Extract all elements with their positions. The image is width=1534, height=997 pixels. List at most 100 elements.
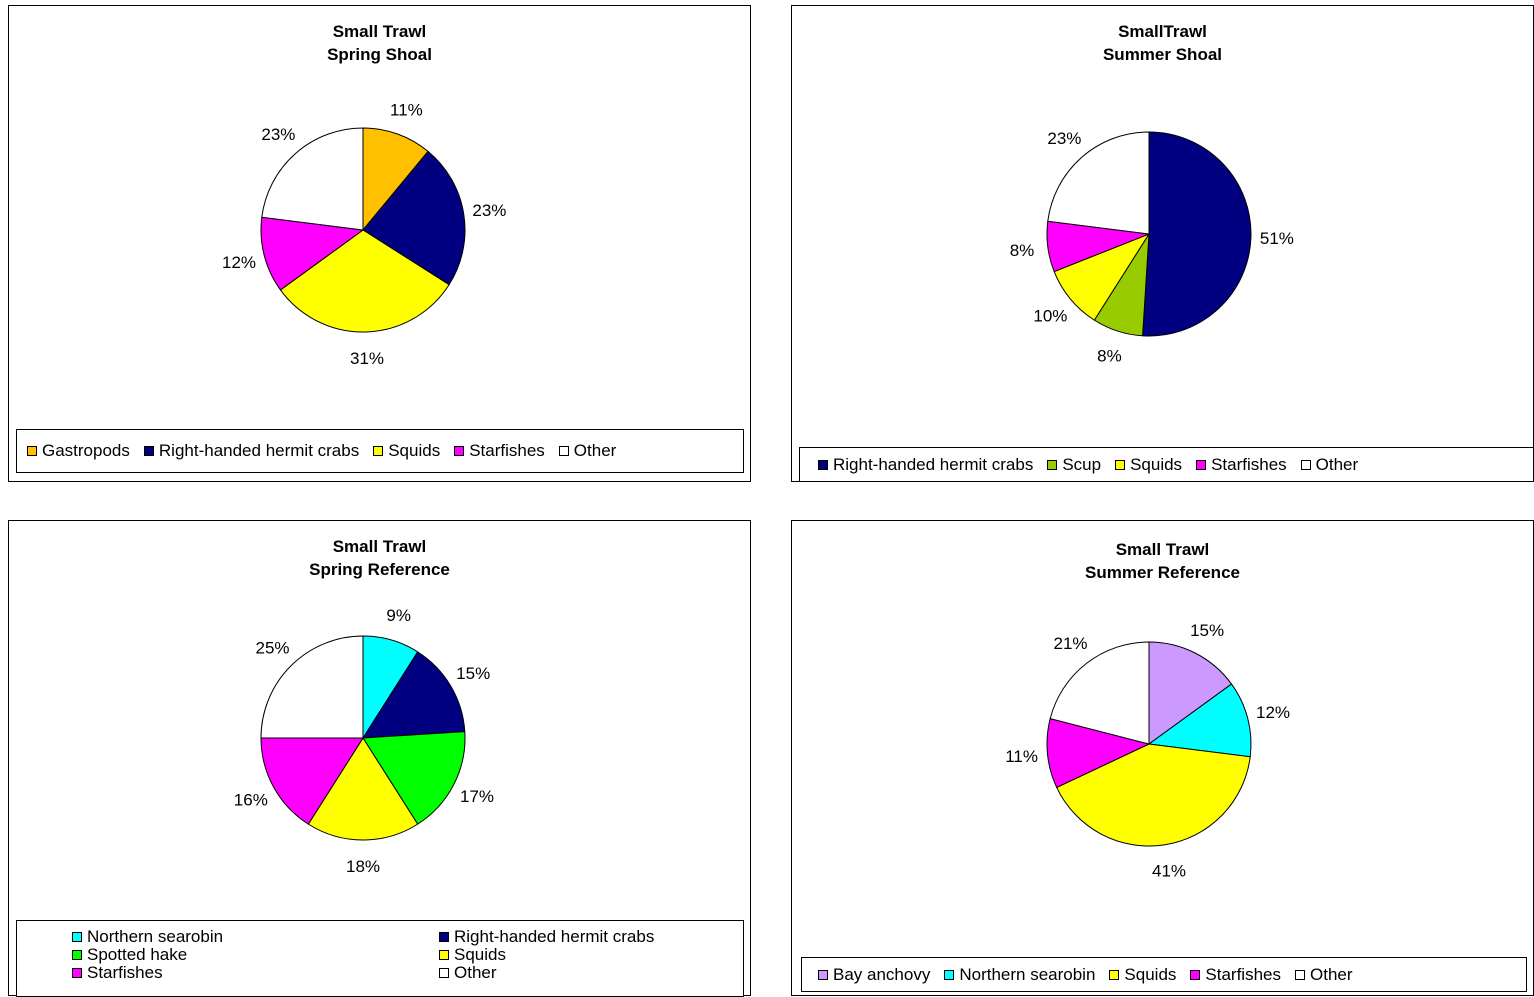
pie-slice-spotted-hake [362, 731, 466, 825]
legend-label: Squids [454, 945, 506, 964]
pie-chart: 11% 23% 31% 12% 23% [222, 101, 506, 368]
legend-swatch [558, 446, 569, 456]
legend-item-bay-anchovy: Bay anchovy [818, 965, 930, 985]
legend-label: Northern searobin [959, 964, 1096, 984]
legend-item-northern-searobin: Northern searobin [72, 928, 439, 946]
legend-item-squids: Squids [1115, 455, 1182, 475]
legend-label: Squids [388, 441, 441, 460]
legend-swatch [1109, 969, 1120, 980]
pie-slice-squids [307, 737, 419, 841]
legend-item-spotted-hake: Spotted hake [72, 946, 439, 964]
legend-item-scup: Scup [1047, 455, 1101, 475]
chart-title: Small Trawl Summer Reference [792, 538, 1533, 584]
legend-swatch [72, 968, 82, 978]
legend-swatch [1300, 459, 1311, 470]
legend-swatch [1196, 459, 1207, 470]
chart-panel-summer-shoal: SmallTrawl Summer Shoal 51% 8% 10% 8% 23% Ri… [791, 5, 1534, 482]
data-label-spotted-hake: 17% [460, 787, 494, 806]
legend-item-starfishes: Starfishes [1196, 455, 1287, 475]
legend-swatch [818, 459, 828, 470]
chart-legend: Bay anchovy Northern searobin Squids Starfi… [801, 957, 1527, 992]
chart-title-line-2: Summer Reference [1085, 563, 1240, 582]
legend-label: Other [1310, 964, 1353, 984]
data-label-northern-searobin: 9% [386, 606, 411, 625]
legend-swatch [1190, 969, 1201, 980]
legend-label: Starfishes [87, 963, 163, 982]
legend-swatch [439, 968, 449, 978]
legend-swatch [1115, 459, 1126, 470]
chart-title-line-2: Spring Reference [309, 560, 450, 579]
pie-slice-starfishes [260, 216, 365, 291]
legend-item-northern-searobin: Northern searobin [944, 965, 1095, 985]
legend-item-right-handed-hermit-crabs: Right-handed hermit crabs [143, 441, 360, 461]
legend-item-right-handed-hermit-crabs: Right-handed hermit crabs [818, 455, 1033, 475]
chart-title-line-2: Spring Shoal [327, 45, 432, 64]
data-label-starfishes: 11% [1005, 747, 1038, 766]
chart-title: SmallTrawl Summer Shoal [792, 20, 1533, 66]
pie-slice-gastropods [362, 127, 429, 232]
data-label-other: 25% [255, 639, 289, 658]
legend-label: Squids [1124, 964, 1177, 984]
pie-slice-right-handed-hermit-crabs [362, 150, 466, 286]
data-label-right-handed-hermit-crabs: 23% [472, 201, 506, 220]
data-label-squids: 10% [1033, 307, 1067, 326]
legend-label: Right-handed hermit crabs [833, 454, 1034, 474]
legend-swatch [818, 969, 828, 980]
data-label-other: 21% [1053, 634, 1087, 653]
pie-slice-other [1047, 131, 1150, 235]
data-label-starfishes: 12% [222, 253, 256, 272]
chart-legend: Gastropods Right-handed hermit crabs Squid… [16, 429, 744, 473]
legend-label: Bay anchovy [833, 964, 931, 984]
chart-panel-spring-reference: Small Trawl Spring Reference 9% 15% 17% 18%… [8, 520, 751, 997]
chart-title-line-2: Summer Shoal [1102, 45, 1223, 64]
pie-chart: 51% 8% 10% 8% 23% [1010, 129, 1294, 366]
pie-slice-northern-searobin [1147, 683, 1252, 758]
legend-label: Spotted hake [87, 945, 188, 964]
legend-swatch [1047, 459, 1058, 470]
legend-swatch [1295, 969, 1305, 980]
legend-label: Gastropods [42, 441, 130, 460]
legend-swatch [439, 950, 449, 960]
legend-swatch [143, 446, 154, 456]
pie-slice-right-handed-hermit-crabs [1142, 131, 1252, 337]
legend-item-gastropods: Gastropods [27, 441, 130, 461]
legend-label: Right-handed hermit crabs [158, 441, 360, 460]
legend-label: Starfishes [1211, 454, 1287, 474]
legend-item-squids: Squids [1109, 965, 1176, 985]
legend-label: Other [1315, 454, 1359, 474]
chart-title-line-1: Small Trawl [332, 537, 427, 556]
legend-item-other: Other [439, 964, 739, 982]
legend-swatch [27, 446, 37, 456]
pie-slice-squids [279, 229, 450, 333]
chart-title-line-1: Small Trawl [1115, 540, 1210, 559]
legend-item-starfishes: Starfishes [72, 964, 439, 982]
pie-slice-bay-anchovy [1148, 641, 1233, 745]
legend-swatch [454, 446, 465, 456]
pie-slice-other [260, 635, 364, 739]
data-label-scup: 8% [1097, 347, 1122, 366]
pie-slice-starfishes [1046, 718, 1151, 789]
legend-label: Starfishes [1205, 964, 1281, 984]
chart-legend: Northern searobin Right-handed hermit cra… [16, 920, 744, 997]
legend-swatch [72, 950, 82, 960]
chart-title: Small Trawl Spring Reference [9, 535, 750, 581]
legend-swatch [72, 932, 82, 942]
chart-legend: Right-handed hermit crabs Scup Squids Starf… [799, 447, 1534, 482]
chart-panel-spring-shoal: Small Trawl Spring Shoal 11% 23% 31% 12% 23%… [8, 5, 751, 482]
data-label-squids: 31% [350, 349, 384, 368]
pie-slice-other [261, 127, 364, 231]
legend-label: Northern searobin [87, 927, 224, 946]
data-label-other: 23% [261, 125, 295, 144]
legend-item-starfishes: Starfishes [454, 441, 545, 461]
legend-item-starfishes: Starfishes [1190, 965, 1281, 985]
legend-label: Other [573, 441, 617, 460]
legend-item-squids: Squids [373, 441, 440, 461]
legend-label: Other [454, 963, 497, 982]
legend-label: Squids [1130, 454, 1183, 474]
legend-swatch [373, 446, 384, 456]
legend-swatch [439, 932, 449, 942]
pie-slice-right-handed-hermit-crabs [362, 651, 466, 739]
legend-label: Starfishes [469, 441, 545, 460]
chart-panel-summer-reference: Small Trawl Summer Reference 15% 12% 41% 11… [791, 520, 1534, 996]
data-label-right-handed-hermit-crabs: 15% [456, 664, 490, 683]
